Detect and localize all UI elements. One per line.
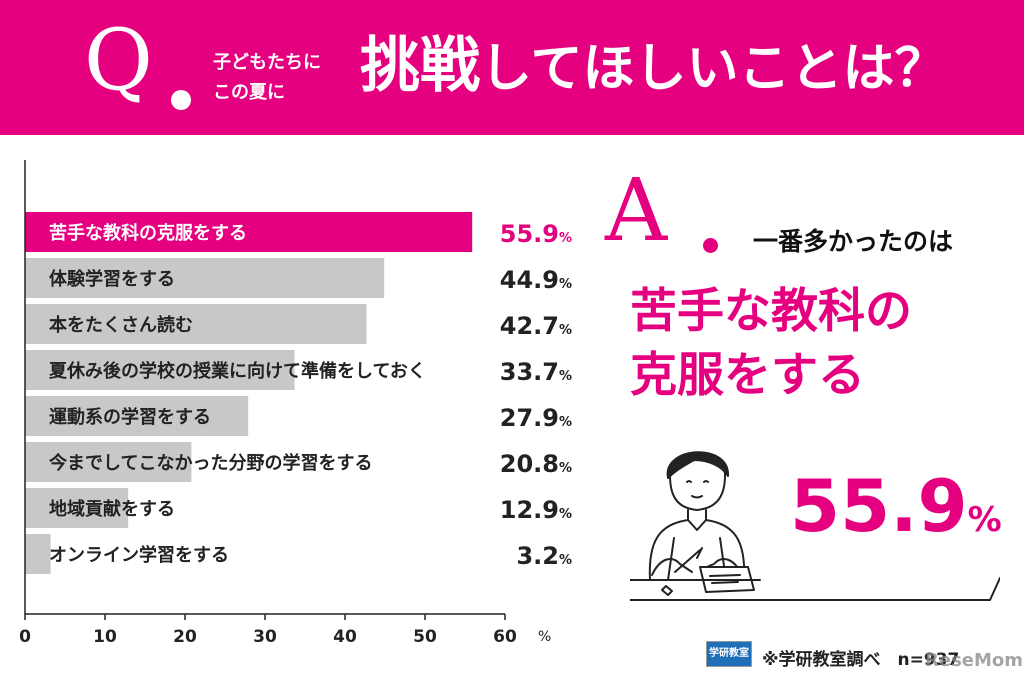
bar-category-label: 苦手な教科の克服をする xyxy=(49,222,247,244)
bar-value-label: 27.9% xyxy=(500,404,572,432)
x-axis-unit: % xyxy=(538,629,551,645)
bar-value-label: 42.7% xyxy=(500,312,572,340)
bar-category-label: 体験学習をする xyxy=(49,268,175,290)
x-tick-label: 60 xyxy=(493,627,517,647)
question-header: Q 子どもたちに この夏に 挑戦してほしいことは？ xyxy=(0,0,1024,135)
bar-category-label: 夏休み後の学校の授業に向けて準備をしておく xyxy=(49,360,426,382)
bar-value-suffix: % xyxy=(559,323,572,338)
answer-percentage: 55.9% xyxy=(790,470,1002,542)
bar-value-label: 55.9% xyxy=(500,220,572,248)
x-tick-label: 40 xyxy=(333,627,357,647)
bar xyxy=(25,488,129,528)
bar-value-label: 33.7% xyxy=(500,358,572,386)
bar-category-label: 地域貢献をする xyxy=(49,498,175,520)
q-letter: Q xyxy=(84,11,153,109)
bar-value-suffix: % xyxy=(559,507,572,522)
bar-value-suffix: % xyxy=(559,553,572,568)
question-title-em: 挑戦 xyxy=(360,31,480,101)
x-tick-label: 20 xyxy=(173,627,197,647)
q-dot xyxy=(171,90,191,110)
bar-value-suffix: % xyxy=(559,415,572,430)
answer-main: 苦手な教科の 克服をする xyxy=(630,280,1020,408)
bar-category-label: 本をたくさん読む xyxy=(49,314,193,336)
x-tick-label: 0 xyxy=(19,627,31,647)
bar-category-label: 運動系の学習をする xyxy=(49,406,211,428)
question-lead-line2: この夏に xyxy=(213,82,285,103)
answer-main-line1: 苦手な教科の xyxy=(630,284,912,339)
bar xyxy=(25,258,385,298)
resemom-watermark: ReseMom xyxy=(925,650,1024,671)
bar xyxy=(25,442,192,482)
bar-category-label: オンライン学習をする xyxy=(49,544,229,566)
question-title: 挑戦してほしいことは？ xyxy=(360,36,946,96)
bar-value-label: 12.9% xyxy=(500,496,572,524)
bar-value-label: 44.9% xyxy=(500,266,572,294)
bar-value-label: 3.2% xyxy=(516,542,572,570)
x-tick-label: 10 xyxy=(93,627,117,647)
answer-intro: 一番多かったのは xyxy=(753,227,954,256)
bar-value-suffix: % xyxy=(559,461,572,476)
a-letter: A xyxy=(605,161,668,261)
bar xyxy=(25,396,249,436)
bar-chart: 苦手な教科の克服をする 55.9% 体験学習をする 44.9% 本をたくさん読む 42.7… xyxy=(0,140,600,655)
source-note: ※学研教室調べ n=937 xyxy=(762,650,960,670)
bar xyxy=(25,534,51,574)
answer-panel: A 一番多かったのは 苦手な教科の 克服をする xyxy=(600,140,1024,640)
bar-chart-svg: 苦手な教科の克服をする 55.9% 体験学習をする 44.9% 本をたくさん読む 42.7… xyxy=(19,160,572,647)
bar xyxy=(25,304,367,344)
question-title-rest: してほしいことは？ xyxy=(480,39,947,99)
student-studying-illustration xyxy=(630,451,1000,601)
gakken-logo-text: 学研教室 xyxy=(709,648,749,659)
x-tick-label: 50 xyxy=(413,627,437,647)
bar-value-suffix: % xyxy=(559,231,572,246)
bar xyxy=(25,212,473,252)
x-tick-label: 30 xyxy=(253,627,277,647)
bar xyxy=(25,350,295,390)
answer-percentage-unit: % xyxy=(967,500,1002,540)
question-lead-line1: 子どもたちに xyxy=(213,52,321,73)
answer-percentage-value: 55.9 xyxy=(790,464,968,548)
bar-value-suffix: % xyxy=(559,369,572,384)
a-dot xyxy=(703,238,718,253)
question-lead: 子どもたちに この夏に xyxy=(213,48,321,108)
bar-category-label: 今までしてこなかった分野の学習をする xyxy=(49,452,372,474)
answer-main-line2: 克服をする xyxy=(630,348,865,403)
bar-value-suffix: % xyxy=(559,277,572,292)
bar-value-label: 20.8% xyxy=(500,450,572,478)
gakken-logo: 学研教室 xyxy=(706,641,752,667)
